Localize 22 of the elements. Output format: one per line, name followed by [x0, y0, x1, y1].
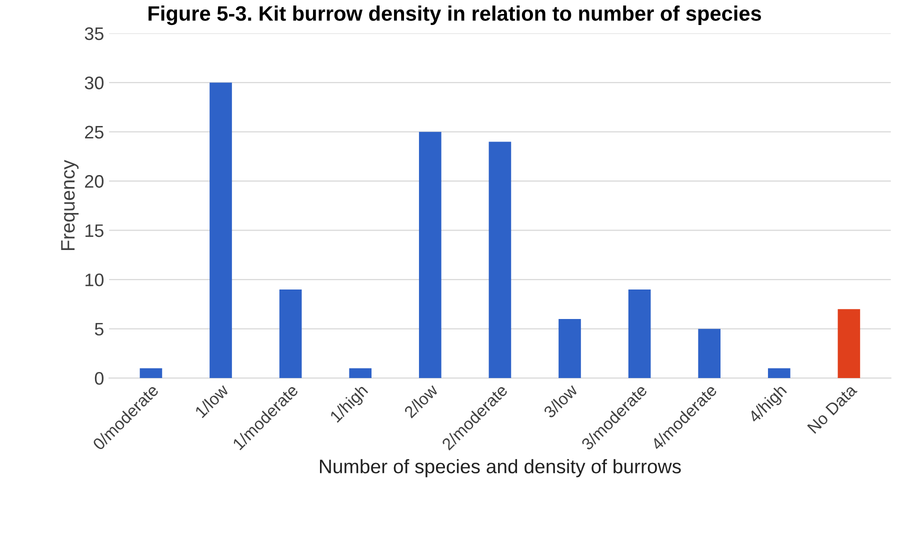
y-tick-label: 20: [85, 175, 104, 188]
y-tick-label: 5: [94, 322, 104, 336]
x-axis-title: Number of species and density of burrows: [320, 459, 681, 478]
bar: [698, 328, 721, 378]
y-tick-label: 15: [86, 224, 104, 238]
bar: [210, 82, 232, 378]
bar: [349, 368, 372, 378]
bar: [628, 289, 651, 378]
y-tick-label: 35: [84, 27, 104, 40]
bar: [140, 368, 162, 378]
bar: [488, 142, 512, 378]
y-tick-label: 25: [85, 126, 104, 139]
y-axis-title: Frequency: [61, 160, 79, 250]
y-tick-label: 0: [94, 372, 104, 385]
chart-title: Figure 5-3. Kit burrow density in relation to number of species: [148, 6, 762, 26]
bar: [558, 318, 581, 378]
y-tick-label: 30: [84, 76, 104, 90]
bar: [279, 289, 302, 378]
bar: [768, 368, 790, 378]
y-tick-label: 10: [86, 274, 104, 286]
bar: [838, 309, 860, 378]
bar: [418, 132, 442, 378]
